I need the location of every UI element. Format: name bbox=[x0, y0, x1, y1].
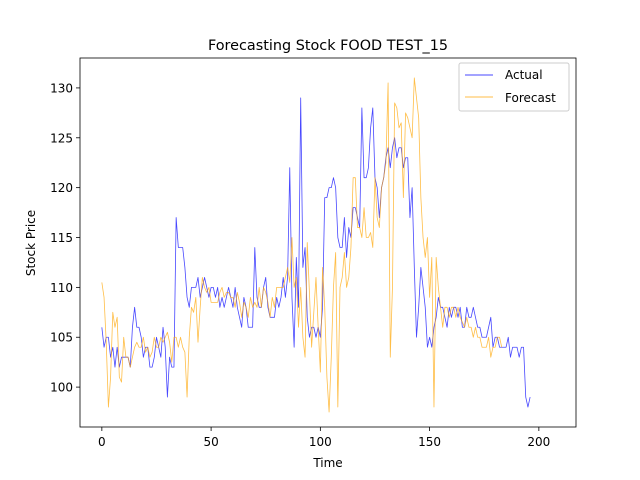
legend-label-actual: Actual bbox=[505, 68, 543, 82]
series-line-actual bbox=[101, 97, 531, 408]
y-tick-label: 110 bbox=[50, 281, 73, 295]
x-tick-label: 100 bbox=[309, 435, 332, 449]
x-tick-label: 150 bbox=[418, 435, 441, 449]
y-tick-label: 130 bbox=[50, 81, 73, 95]
legend: Actual Forecast bbox=[458, 62, 570, 112]
x-tick-label: 50 bbox=[203, 435, 218, 449]
series-layer bbox=[101, 77, 531, 413]
x-tick-label: 200 bbox=[527, 435, 550, 449]
y-axis-title: Stock Price bbox=[24, 210, 38, 276]
x-tick-label: 0 bbox=[98, 435, 106, 449]
y-tick-label: 125 bbox=[50, 131, 73, 145]
y-tick-label: 120 bbox=[50, 181, 73, 195]
y-tick-label: 105 bbox=[50, 331, 73, 345]
x-axis: 0 50 100 150 200 bbox=[98, 427, 550, 449]
y-tick-label: 100 bbox=[50, 381, 73, 395]
legend-label-forecast: Forecast bbox=[505, 91, 556, 105]
y-tick-label: 115 bbox=[50, 231, 73, 245]
series-line-forecast bbox=[101, 77, 503, 413]
y-axis: 100 105 110 115 120 125 130 bbox=[50, 81, 80, 395]
chart-title: Forecasting Stock FOOD TEST_15 bbox=[208, 38, 448, 54]
plot-frame bbox=[79, 57, 577, 428]
x-axis-title: Time bbox=[312, 456, 342, 470]
